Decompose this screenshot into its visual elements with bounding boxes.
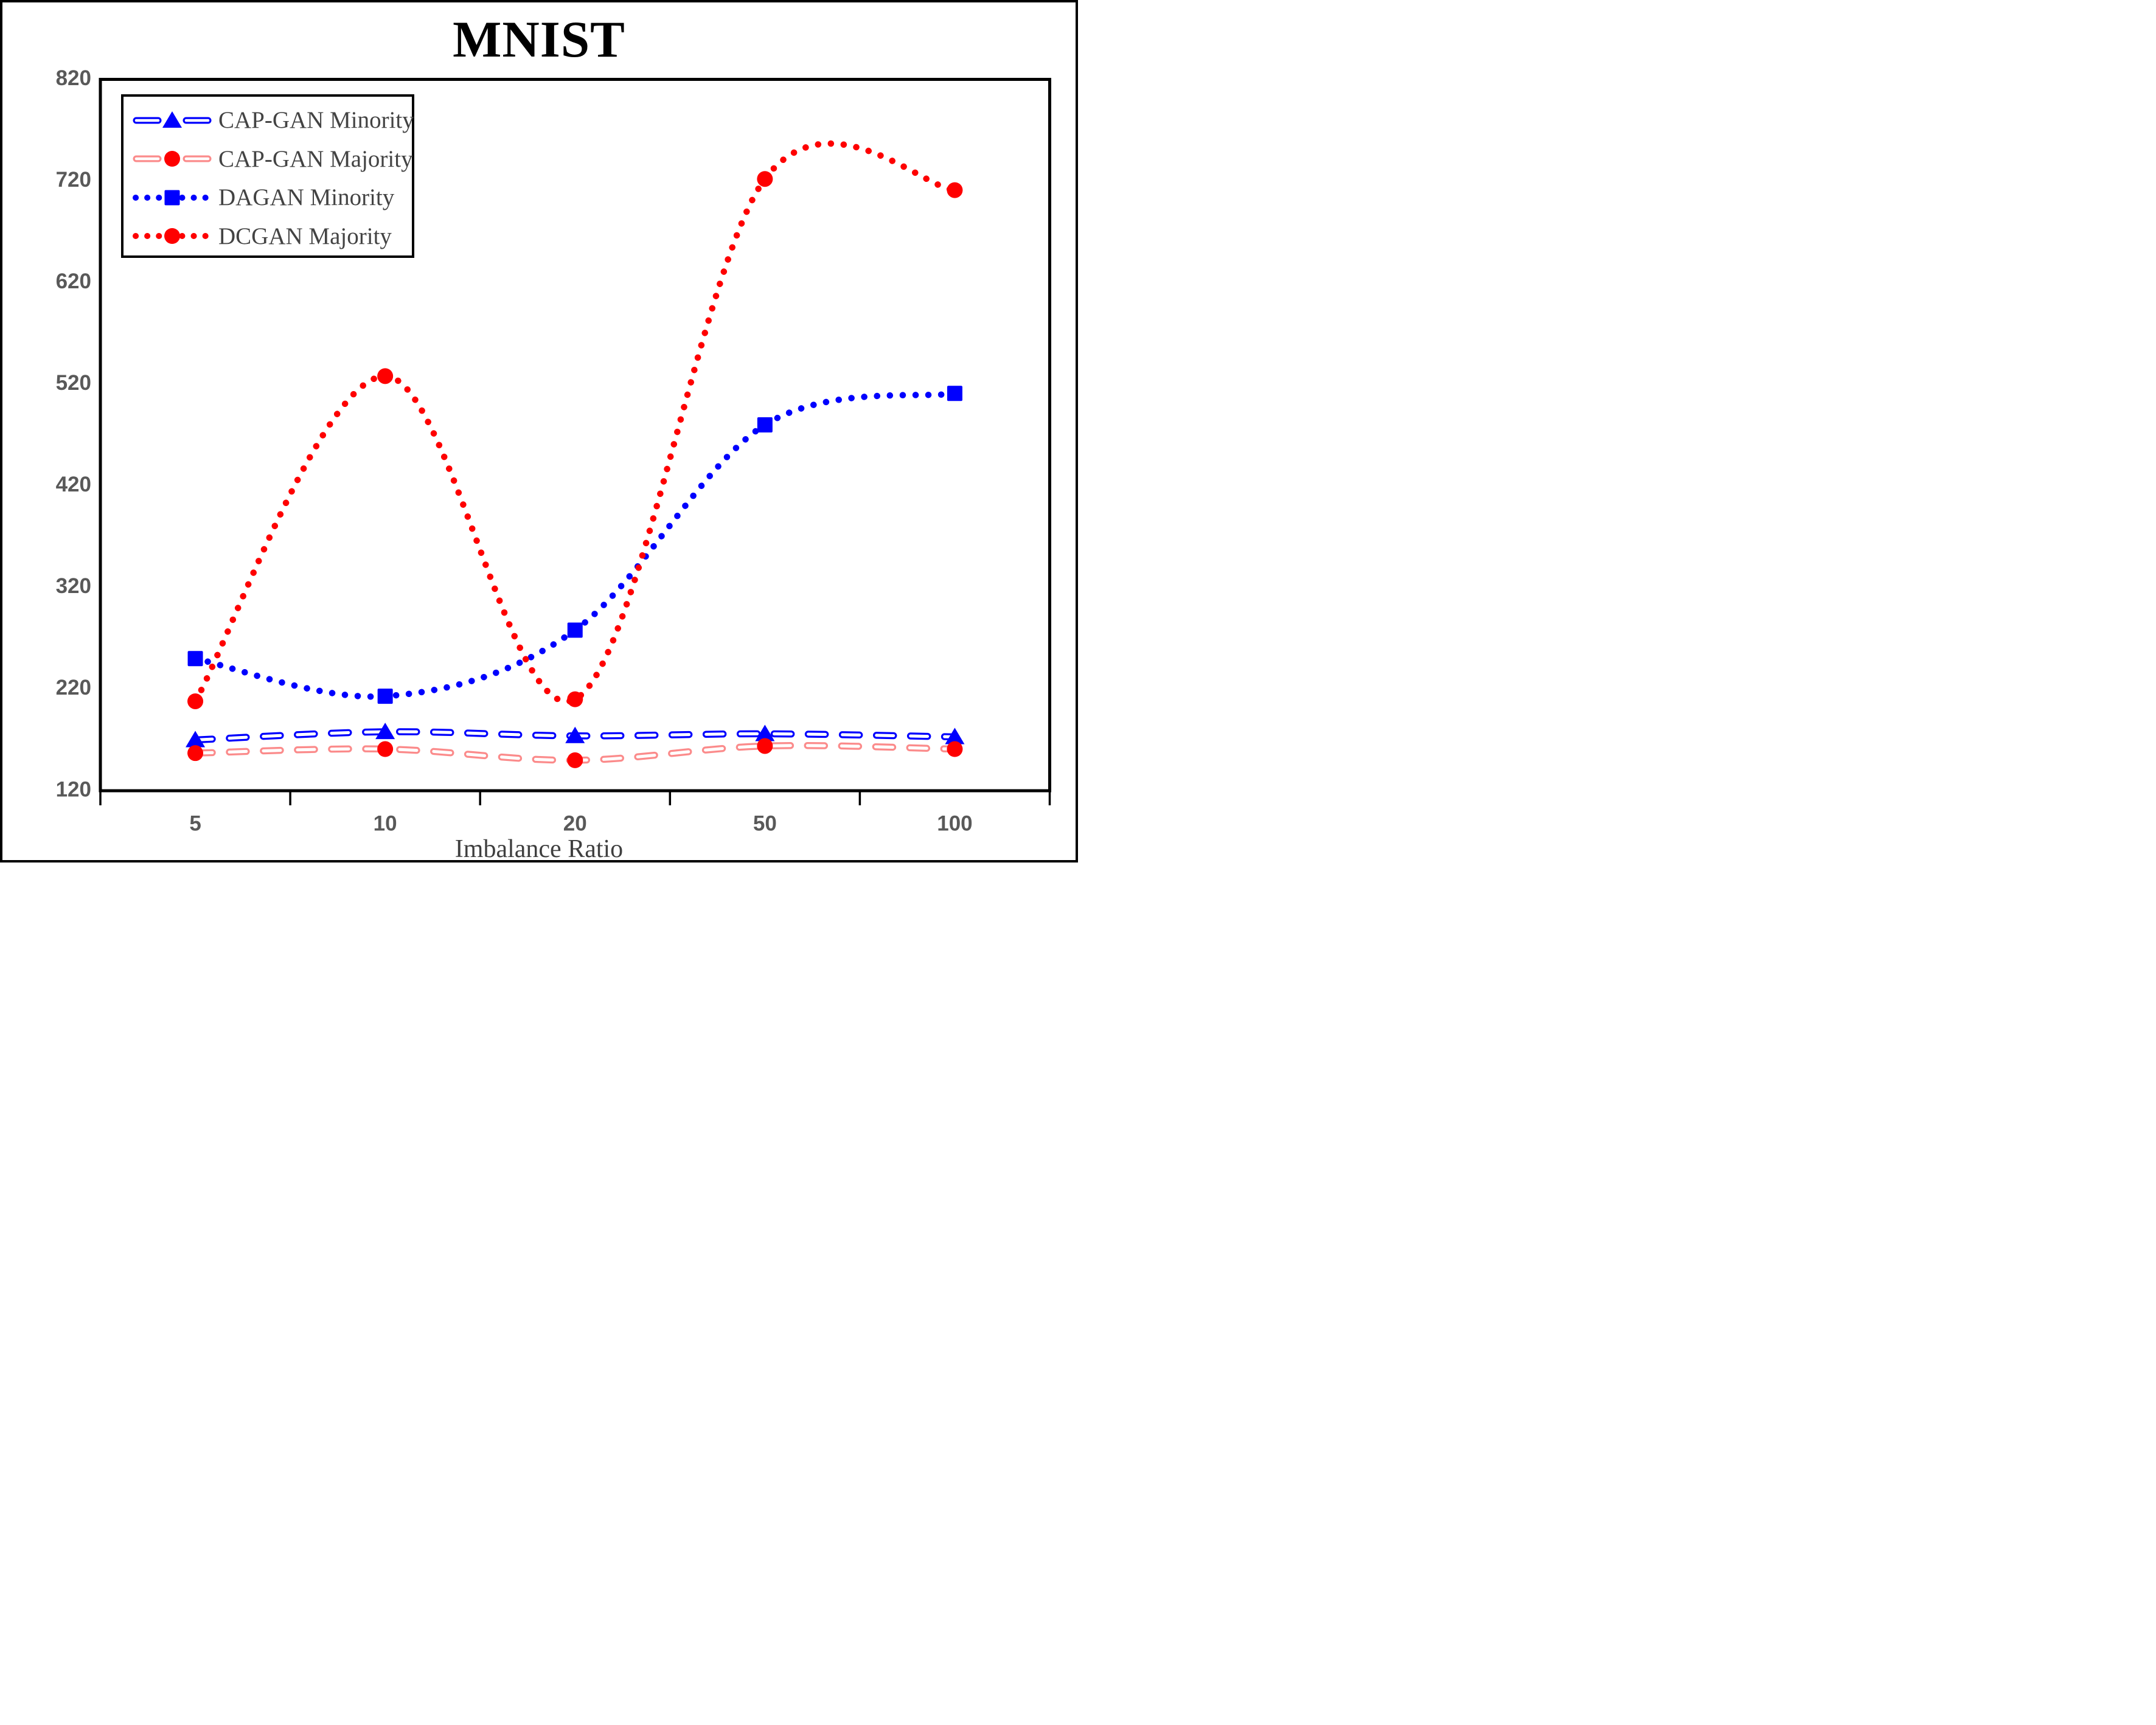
marker-circle [567,752,583,768]
marker-circle [757,171,773,187]
marker-square [187,651,203,667]
marker-circle [947,741,963,757]
legend-label: DCGAN Majority [218,223,392,249]
y-tick-label: 420 [56,473,91,496]
y-tick-label: 120 [56,777,91,801]
marker-triangle [945,727,965,744]
legend-label: CAP-GAN Minority [218,107,414,134]
legend-label: CAP-GAN Majority [218,145,413,172]
x-tick-label: 100 [937,811,972,835]
marker-square [164,190,180,206]
y-tick-label: 320 [56,574,91,598]
marker-square [757,417,773,433]
series-line-2 [192,390,958,700]
marker-triangle [186,731,206,748]
marker-circle [757,738,773,754]
legend-sample [133,228,212,245]
x-tick-label: 10 [374,811,397,835]
marker-circle [377,368,394,384]
marker-circle [187,693,204,709]
legend-sample [133,190,212,206]
marker-circle [377,741,394,757]
plot-border [99,78,1051,793]
x-tick-label: 50 [753,811,777,835]
legend-sample [133,151,212,167]
legend-sample [133,111,212,128]
x-tick-label: 20 [563,811,587,835]
marker-square [377,689,393,704]
y-tick-label: 520 [56,371,91,395]
legend-item: DAGAN Minority [132,180,412,215]
marker-circle [187,745,204,762]
x-tick-label: 5 [189,811,201,835]
y-tick-label: 620 [56,269,91,293]
plot-area: 5 10 20 50 100 820 720 620 520 420 320 220 120 [56,66,1051,835]
y-tick-label: 820 [56,66,91,90]
y-tick-label: 720 [56,168,91,192]
legend: CAP-GAN Minority CAP-GAN Majority DAGAN Mi… [121,94,414,258]
marker-circle [947,182,963,198]
series-line-3 [192,140,958,705]
marker-triangle [565,726,585,743]
x-axis-label: Imbalance Ratio [454,835,624,862]
legend-label: DAGAN Minority [218,184,395,211]
marker-square [947,386,962,401]
marker-circle [164,228,180,245]
marker-square [567,622,583,638]
legend-item: CAP-GAN Majority [132,142,413,176]
marker-triangle [375,723,395,740]
marker-circle [164,151,180,167]
legend-item: DCGAN Majority [132,219,412,254]
marker-triangle [162,111,182,128]
marker-circle [567,691,583,707]
figure: MNIST 5 10 20 50 100 820 720 620 520 420 320 220 120… [0,0,1078,862]
chart-title: MNIST [453,11,625,68]
marker-triangle [755,724,775,741]
legend-item: CAP-GAN Minority [132,103,414,137]
y-tick-label: 220 [56,676,91,699]
